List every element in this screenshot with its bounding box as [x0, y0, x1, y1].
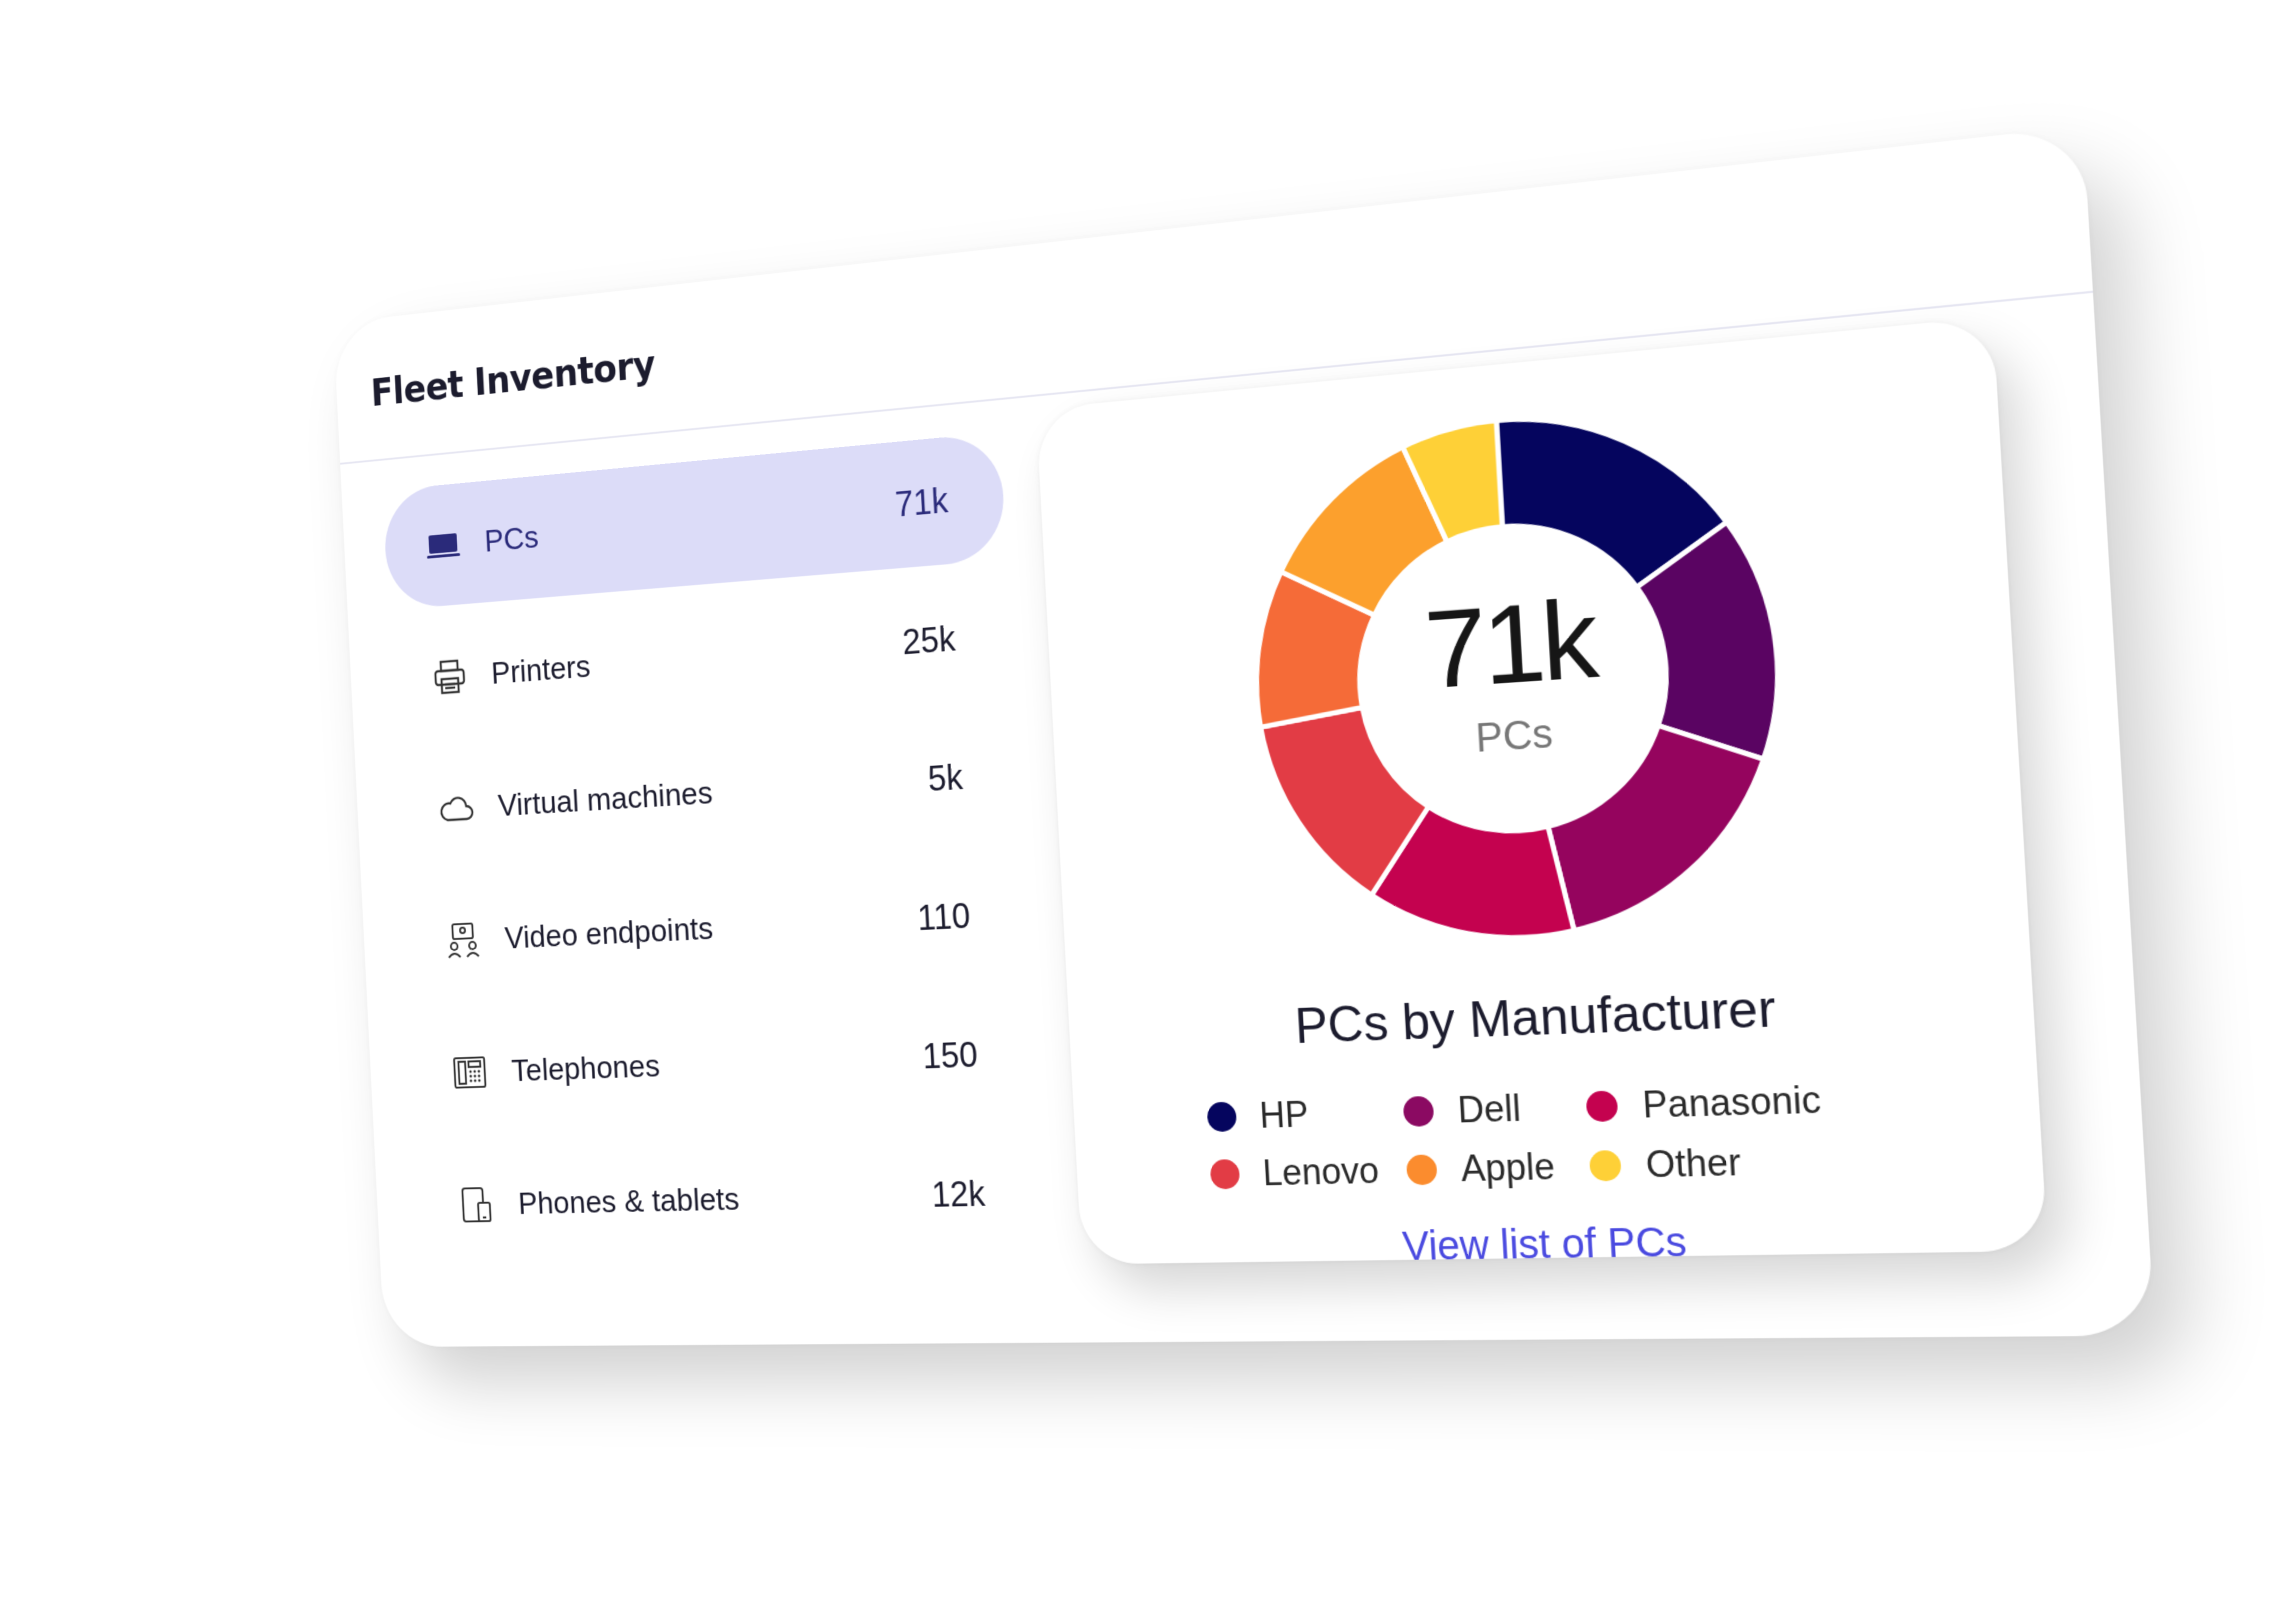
inventory-label: PCs — [484, 487, 896, 560]
legend-item-lenovo: Lenovo — [1209, 1149, 1408, 1195]
inventory-item-phones-tablets[interactable]: Phones & tablets 12k — [415, 1129, 1044, 1266]
legend-dot — [1586, 1091, 1619, 1123]
fleet-inventory-panel: Fleet Inventory PCs 71k Printers 25k — [333, 126, 2155, 1347]
legend-dot — [1207, 1102, 1238, 1132]
inventory-item-video-endpoints[interactable]: Video endpoints 110 — [402, 849, 1029, 1003]
legend-dot — [1403, 1096, 1435, 1127]
inventory-count: 110 — [917, 896, 972, 939]
inventory-label: Telephones — [511, 1038, 924, 1089]
manufacturer-card: 71k PCs PCs by Manufacturer HP Dell Pana… — [1036, 316, 2048, 1264]
legend-label: HP — [1258, 1094, 1309, 1137]
inventory-count: 25k — [901, 619, 956, 663]
legend-label: Lenovo — [1262, 1150, 1380, 1195]
inventory-item-telephones[interactable]: Telephones 150 — [409, 989, 1037, 1135]
inventory-label: Video endpoints — [504, 900, 919, 956]
legend-dot — [1210, 1159, 1241, 1189]
donut-chart: 71k PCs — [1233, 385, 1804, 959]
inventory-count: 150 — [921, 1035, 978, 1077]
legend-item-dell: Dell — [1402, 1085, 1587, 1133]
inventory-label: Phones & tablets — [517, 1176, 932, 1221]
inventory-list: PCs 71k Printers 25k Virtual machines 5k — [382, 432, 1044, 1277]
view-list-link[interactable]: View list of PCs — [1080, 1214, 2048, 1275]
inventory-count: 5k — [927, 757, 964, 800]
legend-item-hp: HP — [1206, 1091, 1404, 1138]
legend-label: Apple — [1460, 1145, 1556, 1190]
legend-item-apple: Apple — [1406, 1145, 1591, 1192]
laptop-icon — [424, 524, 462, 567]
phone-tablet-icon — [457, 1184, 496, 1225]
inventory-label: Printers — [490, 624, 903, 691]
cloud-icon — [437, 787, 476, 830]
panel-title: Fleet Inventory — [370, 343, 656, 415]
inventory-count: 12k — [931, 1174, 986, 1216]
inventory-count: 71k — [894, 480, 949, 525]
legend-item-panasonic: Panasonic — [1585, 1076, 1907, 1128]
legend-dot — [1406, 1154, 1438, 1185]
legend-label: Panasonic — [1641, 1078, 1822, 1126]
chart-legend: HP Dell Panasonic Lenovo Apple — [1206, 1076, 1910, 1196]
legend-label: Dell — [1457, 1087, 1522, 1131]
video-conference-icon — [444, 919, 483, 961]
desk-phone-icon — [450, 1052, 489, 1094]
legend-item-other: Other — [1589, 1137, 1911, 1188]
legend-dot — [1589, 1150, 1622, 1181]
inventory-label: Virtual machines — [497, 761, 929, 824]
printer-icon — [430, 655, 469, 698]
chart-title: PCs by Manufacturer — [1068, 969, 2035, 1063]
legend-label: Other — [1645, 1141, 1742, 1187]
